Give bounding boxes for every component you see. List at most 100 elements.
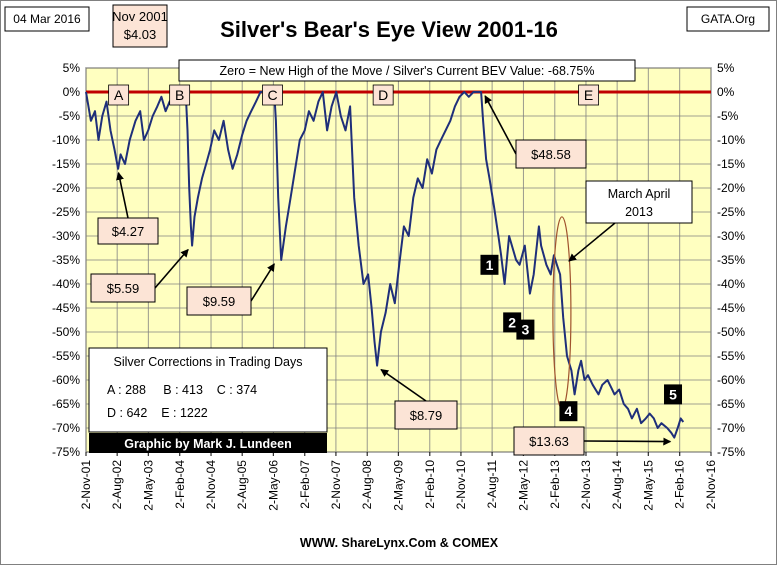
start-box-line2: $4.03 [124, 27, 157, 42]
y-tick-label-left: -30% [52, 229, 80, 243]
price-callouts: $4.27 $5.59 $9.59 $8.79 $48.58 $13.63 [90, 95, 672, 456]
note-box [585, 180, 693, 224]
marker-2: 2 [508, 314, 516, 330]
letter-a: A [114, 87, 124, 103]
x-tick-label: 2-Aug-11 [485, 460, 499, 509]
letter-d: D [378, 87, 388, 103]
note-arrow [568, 222, 616, 262]
marker-5: 5 [669, 386, 677, 402]
start-price-box [112, 4, 168, 48]
x-tick-label: 2-Feb-16 [673, 460, 687, 509]
y-axis-left: 5% 0% -5% -10% -15% -20% -25% -30% -35% -40% -45% -… [52, 61, 80, 459]
y-tick-label-right: -70% [717, 421, 745, 435]
x-tick-label: 2-Nov-13 [579, 460, 593, 510]
date-box [4, 6, 90, 32]
x-tick-label: 2-Feb-10 [423, 460, 437, 509]
y-tick-label-right: -5% [717, 109, 739, 123]
corrections-line1: A : 288 B : 413 C : 374 [107, 383, 257, 397]
callout-arrow [154, 248, 189, 289]
callout-box [186, 286, 252, 316]
y-tick-label-left: -15% [52, 157, 80, 171]
marker-box-4 [559, 401, 578, 422]
chart-title: Silver's Bear's Eye View 2001-16 [220, 17, 558, 42]
y-tick-label-right: -50% [717, 325, 745, 339]
x-tick-label: 2-Nov-16 [704, 460, 718, 510]
callout-arrow [583, 437, 672, 446]
callout-box [513, 426, 585, 456]
y-tick-label-left: -40% [52, 277, 80, 291]
y-tick-label-right: -75% [717, 445, 745, 459]
letter-box-c [262, 84, 283, 106]
marker-box-3 [516, 319, 535, 340]
marker-4: 4 [565, 403, 573, 419]
y-tick-label-left: -65% [52, 397, 80, 411]
y-tick-label-right: -45% [717, 301, 745, 315]
letter-box-a [108, 84, 130, 106]
y-tick-label-right: 5% [717, 61, 735, 75]
y-tick-label-left: 5% [63, 61, 81, 75]
subtitle-box [178, 59, 636, 82]
x-tick-label: 2-Nov-04 [204, 460, 218, 510]
y-tick-label-right: -25% [717, 205, 745, 219]
x-tick-label: 2-May-09 [391, 460, 405, 511]
event-markers: 12 345 [480, 254, 683, 422]
letter-box-b [169, 84, 191, 106]
callout-label: $9.59 [203, 294, 236, 309]
callout-arrow [484, 95, 517, 155]
x-tick-label: 2-Aug-02 [110, 460, 124, 510]
callout-arrow [380, 368, 427, 402]
y-tick-label-left: -55% [52, 349, 80, 363]
y-tick-label-left: -75% [52, 445, 80, 459]
credit-banner [89, 433, 327, 453]
site-label: GATA.Org [701, 12, 755, 26]
correction-letters: A B C D E [108, 84, 600, 106]
date-label: 04 Mar 2016 [13, 12, 81, 26]
letter-box-d [372, 84, 394, 106]
y-tick-label-right: -30% [717, 229, 745, 243]
marker-box-5 [664, 384, 683, 405]
corrections-title: Silver Corrections in Trading Days [114, 355, 303, 369]
y-tick-label-right: -10% [717, 133, 745, 147]
letter-box-e [578, 84, 600, 106]
x-tick-label: 2-May-12 [516, 460, 530, 511]
y-tick-label-left: -20% [52, 181, 80, 195]
note-line2: 2013 [625, 205, 653, 219]
x-axis: 2-Nov-01 2-Aug-02 2-May-03 2-Feb-04 2-Nov-04… [79, 452, 718, 511]
callout-box [394, 400, 458, 430]
start-box-line1: Nov 2001 [112, 9, 168, 24]
y-tick-label-left: -50% [52, 325, 80, 339]
callout-box [515, 139, 587, 169]
x-tick-label: 2-Nov-01 [79, 460, 93, 510]
x-tick-label: 2-Nov-07 [329, 460, 343, 510]
callout-label: $4.27 [112, 224, 145, 239]
y-tick-label-right: -40% [717, 277, 745, 291]
y-tick-label-left: -5% [59, 109, 81, 123]
corrections-box [88, 347, 328, 433]
y-tick-label-right: -60% [717, 373, 745, 387]
marker-1: 1 [486, 257, 494, 273]
callout-box [90, 273, 156, 303]
x-tick-label: 2-Feb-07 [298, 460, 312, 509]
source-footer: WWW. ShareLynx.Com & COMEX [300, 536, 499, 550]
corrections-line2: D : 642 E : 1222 [107, 406, 208, 420]
y-tick-label-left: -10% [52, 133, 80, 147]
x-tick-label: 2-May-06 [266, 460, 280, 511]
x-tick-label: 2-Nov-10 [454, 460, 468, 510]
chart-subtitle: Zero = New High of the Move / Silver's C… [220, 64, 595, 78]
y-tick-label-right: -20% [717, 181, 745, 195]
x-tick-label: 2-May-15 [641, 460, 655, 511]
y-axis-right: 5% 0% -5% -10% -15% -20% -25% -30% -35% -40% -45% -… [717, 61, 745, 459]
y-tick-label-right: 0% [717, 85, 735, 99]
callout-box [97, 217, 159, 245]
x-tick-label: 2-Aug-08 [360, 460, 374, 510]
letter-e: E [584, 87, 593, 103]
callout-arrow [250, 263, 275, 302]
note-line1: March April [608, 187, 671, 201]
credit-text: Graphic by Mark J. Lundeen [124, 437, 291, 451]
y-tick-label-right: -35% [717, 253, 745, 267]
marker-box-1 [480, 254, 499, 275]
site-box [686, 6, 770, 32]
y-tick-label-left: -35% [52, 253, 80, 267]
y-tick-label-right: -65% [717, 397, 745, 411]
